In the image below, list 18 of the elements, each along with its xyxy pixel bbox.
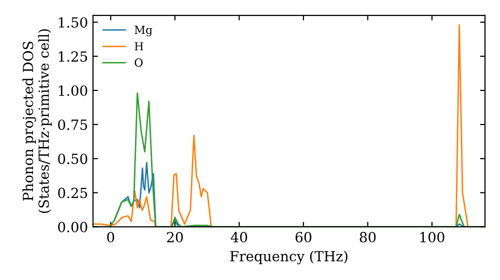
x-tick-label: 100 xyxy=(420,232,444,242)
legend-label: Mg xyxy=(134,26,152,36)
legend-label: O xyxy=(134,58,143,67)
y-tick-label: 0.00 xyxy=(58,222,88,232)
x-tick-label: 0 xyxy=(107,232,114,242)
y-tick-label: 0.25 xyxy=(58,188,88,198)
x-tick-label: 40 xyxy=(230,232,248,242)
legend-label: H xyxy=(134,42,144,50)
y-tick-label: 0.50 xyxy=(58,154,88,164)
y-axis-title: Phonon projected DOS (States/THz·primitive cell) xyxy=(22,29,52,213)
y-tick-label: 1.50 xyxy=(58,17,88,28)
y-tick-label: 1.00 xyxy=(58,85,88,96)
x-tick-label: 20 xyxy=(167,232,183,242)
x-axis-title: Frequency (THz) xyxy=(230,250,348,264)
y-tick-label: 1.25 xyxy=(58,51,88,62)
x-tick-label: 80 xyxy=(360,232,376,242)
y-tick-label: 0.75 xyxy=(58,119,88,130)
x-tick-label: 60 xyxy=(296,232,312,242)
